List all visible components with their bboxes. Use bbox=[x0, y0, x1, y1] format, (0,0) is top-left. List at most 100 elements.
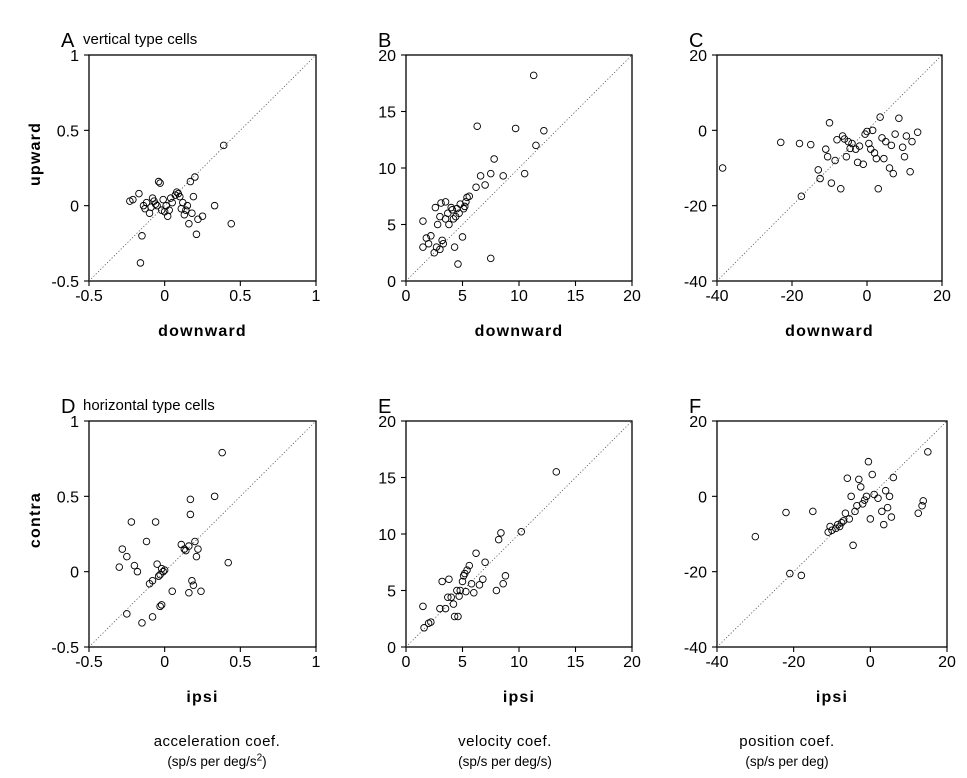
panel-a-point bbox=[165, 206, 173, 214]
panel-c-point bbox=[902, 132, 911, 140]
panel-f-point bbox=[858, 500, 867, 508]
panel-f-point bbox=[845, 515, 854, 523]
panel-f-point bbox=[862, 492, 871, 501]
panel-c-point bbox=[868, 126, 877, 135]
panel-c-point bbox=[795, 139, 804, 148]
panel-c-ytick-label: 20 bbox=[689, 48, 707, 65]
panel-a-point bbox=[177, 204, 186, 213]
panel-d-ytick-label: -0.5 bbox=[51, 640, 79, 657]
panel-a-point bbox=[183, 201, 192, 210]
panel-c-point bbox=[718, 164, 727, 172]
panel-c-point bbox=[867, 145, 875, 153]
panel-c-point bbox=[880, 154, 888, 163]
panel-b-point bbox=[461, 202, 469, 211]
panel-c-ytick-label: 0 bbox=[698, 123, 707, 140]
panel-b-ytick-label: 15 bbox=[378, 105, 396, 122]
panel-f-point bbox=[855, 475, 863, 484]
panel-a-point bbox=[145, 209, 154, 217]
panel-d-point bbox=[189, 581, 198, 589]
panel-e-point bbox=[419, 602, 427, 611]
panel-c-point bbox=[863, 127, 871, 136]
panel-c-point bbox=[895, 114, 903, 123]
panel-a-xtick-label: 0 bbox=[160, 288, 169, 305]
panel-c-xlabel: downward bbox=[785, 323, 874, 340]
panel-d-point bbox=[224, 558, 232, 567]
panel-e-point bbox=[458, 577, 467, 586]
panel-a-letter: A bbox=[61, 30, 75, 52]
panel-a-point bbox=[159, 195, 167, 204]
panel-d-xtick-label: 0 bbox=[160, 654, 169, 671]
panel-e-point bbox=[494, 535, 503, 544]
panel-d-point bbox=[130, 561, 139, 570]
panel-e-point bbox=[475, 581, 484, 589]
panel-a-point bbox=[142, 198, 151, 207]
panel-a-point bbox=[186, 177, 195, 186]
panel-d-point bbox=[185, 542, 193, 550]
panel-e-ytick-label: 5 bbox=[387, 584, 396, 601]
panel-a-point bbox=[189, 192, 198, 201]
panel-b-point bbox=[458, 233, 467, 241]
panel-b-point bbox=[487, 254, 495, 263]
panel-e-identity-line bbox=[405, 420, 633, 648]
panel-b-point bbox=[419, 217, 427, 225]
panel-c-point bbox=[853, 158, 862, 167]
panel-c-point bbox=[822, 145, 830, 153]
panel-d-ytick-label: 0.5 bbox=[57, 489, 79, 506]
panel-a-point bbox=[154, 177, 163, 186]
panel-f-point bbox=[834, 520, 842, 529]
panel-a-point bbox=[182, 206, 190, 214]
panel-a-point bbox=[219, 141, 228, 150]
panel-d-point bbox=[191, 537, 199, 546]
panel-e-point bbox=[465, 561, 474, 570]
panel-c-point bbox=[882, 137, 890, 146]
panel-c-point bbox=[865, 139, 873, 148]
panel-b-point bbox=[427, 232, 435, 240]
panel-a-point bbox=[156, 179, 164, 187]
panel-f-point bbox=[887, 513, 896, 521]
panel-b-letter: B bbox=[378, 30, 391, 52]
panel-a-point bbox=[210, 201, 219, 210]
panel-f-xtick-label: 20 bbox=[938, 654, 956, 671]
panel-a-xlabel: downward bbox=[158, 323, 247, 340]
panel-b-point bbox=[433, 220, 442, 229]
panel-f-point bbox=[841, 509, 850, 518]
panel-d-point bbox=[168, 587, 176, 596]
panel-c-ytick-label: -20 bbox=[684, 199, 707, 216]
footer-position-units: (sp/s per deg) bbox=[745, 754, 829, 769]
panel-b-point bbox=[424, 239, 433, 248]
footer-acceleration-units-tail: ) bbox=[262, 754, 267, 769]
panel-a-point bbox=[138, 232, 146, 240]
panel-d-point bbox=[151, 518, 160, 526]
panel-e-xtick-label: 10 bbox=[510, 654, 528, 671]
panel-e-point bbox=[499, 579, 507, 588]
panel-a-point bbox=[151, 200, 160, 208]
panel-e-point bbox=[552, 468, 561, 476]
panel-b-point bbox=[540, 126, 548, 135]
panel-d-point bbox=[160, 566, 169, 574]
footer-velocity: velocity coef. (sp/s per deg/s) bbox=[395, 732, 615, 772]
panel-a-point bbox=[192, 230, 201, 239]
panel-b-point bbox=[437, 199, 445, 207]
footer-acceleration: acceleration coef. (sp/s per deg/s2) bbox=[107, 732, 327, 772]
panel-e-xtick-label: 15 bbox=[567, 654, 585, 671]
panel-b-point bbox=[454, 260, 462, 268]
panel-d-point bbox=[123, 610, 131, 618]
panel-e-point bbox=[441, 604, 450, 613]
panel-b-point bbox=[490, 155, 498, 163]
panel-c-point bbox=[891, 130, 899, 138]
panel-e-point bbox=[456, 586, 464, 595]
panel-a-xtick-label: 0.5 bbox=[229, 288, 251, 305]
panel-e-point bbox=[467, 579, 476, 588]
panel-d-frame bbox=[88, 420, 317, 648]
panel-f-ytick-label: 20 bbox=[689, 414, 707, 431]
panel-e-point bbox=[420, 624, 428, 632]
panel-e-point bbox=[501, 572, 510, 580]
panel-a-point bbox=[176, 192, 184, 201]
panel-b-point bbox=[419, 243, 427, 251]
panel-d-point bbox=[186, 495, 195, 504]
panel-c-point bbox=[831, 156, 839, 165]
panel-e-point bbox=[463, 566, 471, 574]
panel-d-point bbox=[127, 518, 136, 526]
panel-b-point bbox=[439, 239, 448, 248]
panel-c-point bbox=[848, 139, 856, 148]
